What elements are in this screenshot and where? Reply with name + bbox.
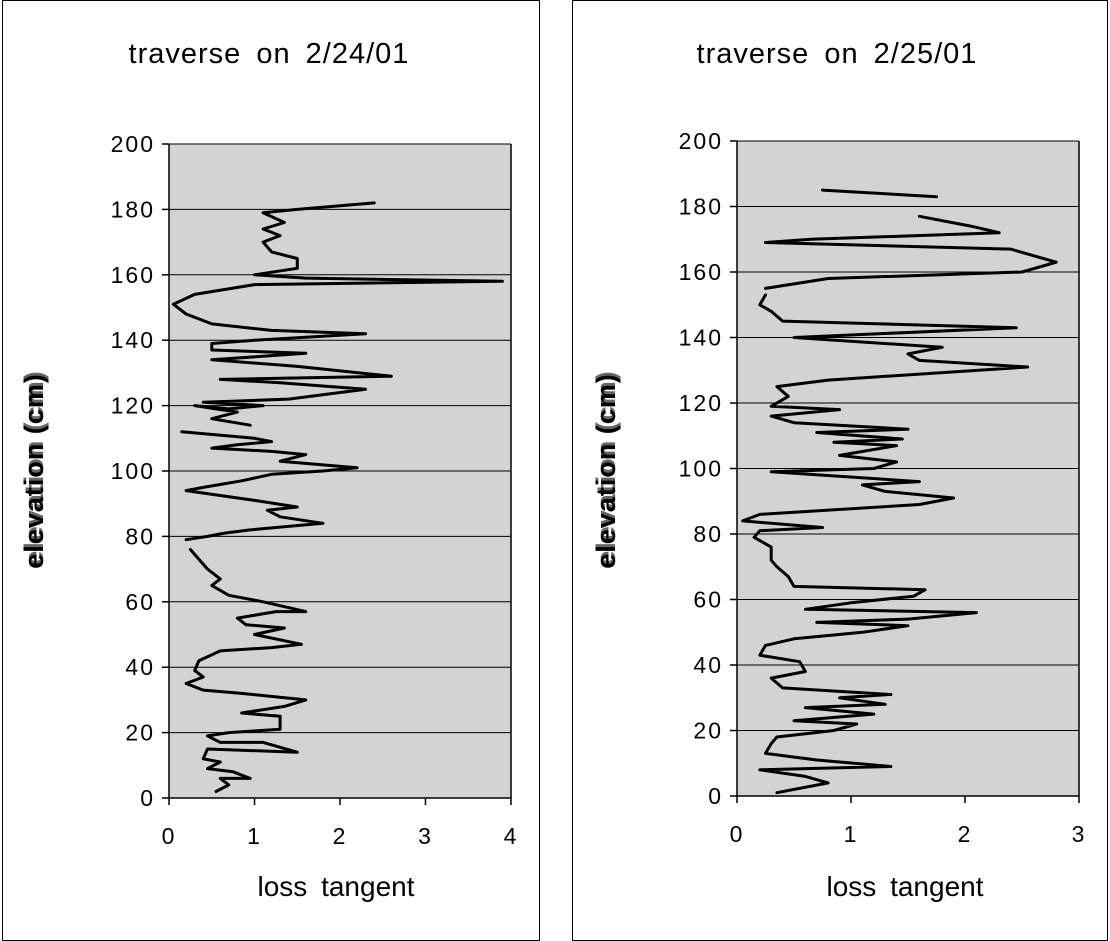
series-line <box>764 214 1058 290</box>
chart-title: traverse on 2/24/01 <box>129 38 410 70</box>
x-tick-label: 4 <box>504 823 519 849</box>
x-axis-title: loss tangent <box>827 871 984 902</box>
chart-right: 0 20 40 60 80 100 120 140 160 180 200 0 1 2 3 traverse… <box>591 38 1087 902</box>
y-tick-label: 40 <box>125 654 155 680</box>
y-tick-label: 160 <box>679 259 723 285</box>
series-line <box>171 201 504 427</box>
y-tick-label: 0 <box>708 783 723 809</box>
y-tick-label: 120 <box>679 390 723 416</box>
y-axis-title: elevation (cm) <box>591 373 621 569</box>
x-tick-label: 3 <box>1072 821 1087 847</box>
x-tick-label: 0 <box>730 821 745 847</box>
series-line <box>741 293 1030 795</box>
y-tick-label: 160 <box>111 262 155 288</box>
series-line <box>184 548 308 793</box>
plot-area: 0 20 40 60 80 100 120 140 160 180 200 0 1 2 3 4 <box>111 131 519 849</box>
x-tick-label: 2 <box>958 821 973 847</box>
x-tick-label: 1 <box>247 823 262 849</box>
y-tick-label: 80 <box>693 521 723 547</box>
y-tick-label: 140 <box>679 325 723 351</box>
y-tick-label: 200 <box>679 128 723 154</box>
y-tick-label: 200 <box>111 131 155 157</box>
chart-panel-right: 0 20 40 60 80 100 120 140 160 180 200 0 1 2 3 traverse… <box>572 0 1108 941</box>
y-tick-label: 80 <box>125 523 155 549</box>
y-tick-label: 180 <box>111 196 155 222</box>
y-tick-label: 40 <box>693 652 723 678</box>
y-tick-label: 20 <box>693 718 723 744</box>
y-tick-label: 60 <box>125 589 155 615</box>
x-tick-label: 2 <box>333 823 348 849</box>
plot-area: 0 20 40 60 80 100 120 140 160 180 200 0 1 2 3 <box>679 128 1087 847</box>
y-tick-label: 120 <box>111 393 155 419</box>
x-tick-label: 0 <box>162 823 177 849</box>
chart-panel-left: 0 20 40 60 80 100 120 140 160 180 200 0 1 2 3 4 travers… <box>2 0 540 941</box>
y-axis-title-overlay: elevation (cm) <box>19 370 49 566</box>
y-axis-title: elevation (cm) <box>19 373 49 569</box>
chart-left: 0 20 40 60 80 100 120 140 160 180 200 0 1 2 3 4 travers… <box>19 38 519 902</box>
y-tick-label: 0 <box>140 785 155 811</box>
y-tick-label: 100 <box>111 458 155 484</box>
y-tick-label: 140 <box>111 327 155 353</box>
x-tick-label: 3 <box>418 823 433 849</box>
series-line <box>821 188 938 199</box>
y-tick-label: 20 <box>125 720 155 746</box>
chart-title: traverse on 2/25/01 <box>697 38 978 70</box>
series-line <box>180 430 359 542</box>
x-axis-title: loss tangent <box>258 871 415 902</box>
x-tick-label: 1 <box>844 821 859 847</box>
y-tick-label: 60 <box>693 587 723 613</box>
y-tick-label: 100 <box>679 456 723 482</box>
y-tick-label: 180 <box>679 194 723 220</box>
y-axis-title-overlay: elevation (cm) <box>591 370 621 566</box>
